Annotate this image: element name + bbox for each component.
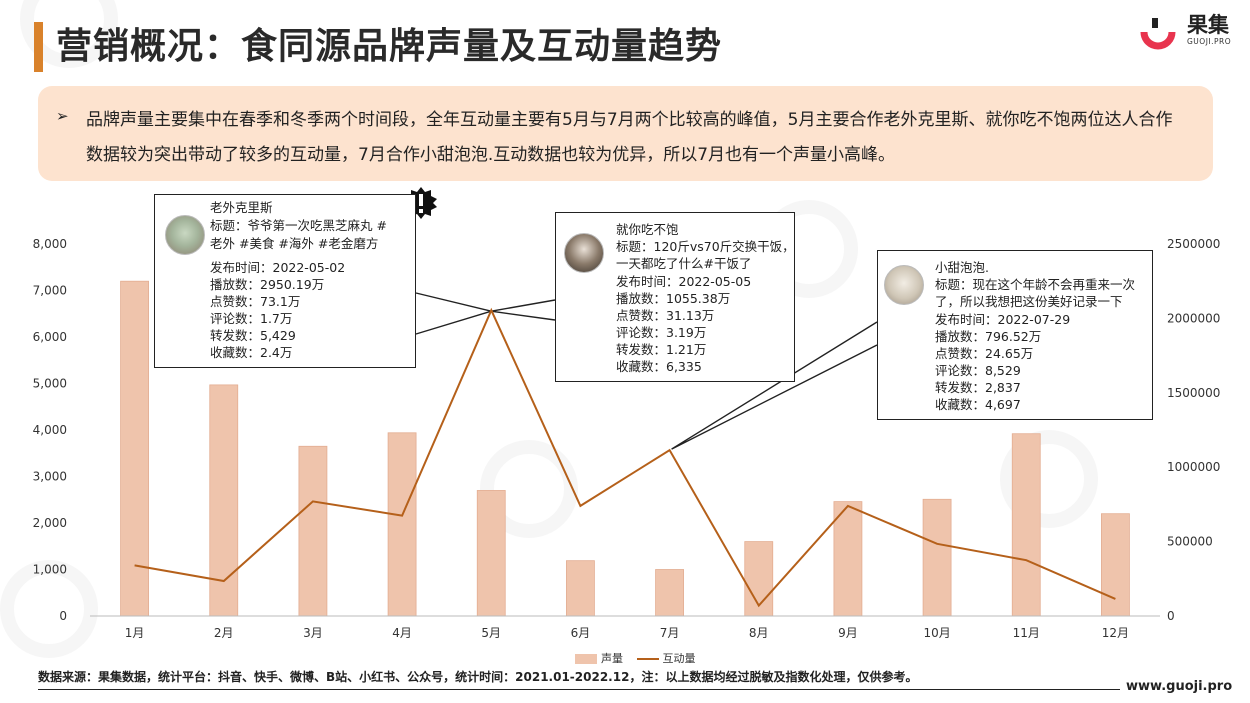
callout-pointer [671,321,878,450]
callout-line: 一天都吃了什么#干饭了 [616,256,752,271]
legend-swatch-line [636,658,659,660]
callout-pointer [415,292,494,335]
x-tick-label: 5月 [481,626,501,640]
callout-pointer [491,299,556,321]
bar [1011,433,1041,617]
summary-text: 品牌声量主要集中在春季和冬季两个时间段，全年互动量主要有5月与7月两个比较高的峰… [86,110,1173,165]
guoji-logo-icon [1140,18,1176,50]
y-right-tick-label: 0 [1167,609,1175,623]
y-right-tick-label: 1500000 [1167,386,1220,400]
y-axis-right: 0 500000 1000000 1500000 2000000 2500000 [1167,237,1220,623]
callout-card: 就你吃不饱 标题：120斤vs70斤交换干饭， 一天都吃了什么#干饭了 发布时间… [555,212,795,382]
y-left-tick-label: 2,000 [33,516,67,530]
x-tick-label: 6月 [571,626,591,640]
callout-line: 收藏数：4,697 [935,397,1021,412]
logo-subtext: GUOJI.PRO [1187,37,1232,46]
x-tick-label: 9月 [838,626,858,640]
bar [209,384,239,617]
chart-legend: 声量 互动量 [575,650,696,666]
callout-line: 点赞数：73.1万 [210,294,301,309]
y-right-tick-label: 1000000 [1167,460,1220,474]
callout-line: 收藏数：6,335 [616,359,702,374]
data-source-note: 数据来源：果集数据，统计平台：抖音、快手、微博、B站、小红书、公众号，统计时间：… [38,670,918,684]
footer-url: www.guoji.pro [1126,679,1233,694]
callout-line: 发布时间：2022-07-29 [935,312,1071,327]
bar [566,560,595,617]
legend-label: 互动量 [662,652,696,665]
callout-name: 小甜泡泡. [935,260,989,275]
y-right-tick-label: 500000 [1167,535,1213,549]
callout-line: 评论数：1.7万 [210,311,293,326]
y-left-tick-label: 5,000 [33,377,67,391]
logo-text: 果集 [1187,13,1229,37]
avatar [884,265,924,305]
callout-line: 播放数：1055.38万 [616,291,731,306]
bar [120,280,149,617]
summary-box [38,86,1213,181]
y-right-tick-label: 2500000 [1167,237,1220,251]
callout-line: 老外 #美食 #海外 #老金磨方 [210,236,379,251]
callout-line: 播放数：2950.19万 [210,277,325,292]
x-tick-label: 10月 [923,626,950,640]
bar [655,569,684,617]
callout-card: 老外克里斯 标题：爷爷第一次吃黑芝麻丸 # 老外 #美食 #海外 #老金磨方 发… [154,194,416,368]
callout-card: 小甜泡泡. 标题：现在这个年龄不会再重来一次 了，所以我想把这份美好记录一下 发… [877,250,1153,420]
x-tick-label: 7月 [660,626,680,640]
x-tick-label: 3月 [303,626,323,640]
x-tick-label: 1月 [125,626,145,640]
bar [476,490,506,617]
legend-swatch-bar [575,654,597,664]
callout-line: 转发数：2,837 [935,380,1021,395]
callout-line: 了，所以我想把这份美好记录一下 [935,294,1123,309]
y-right-tick-label: 2000000 [1167,311,1220,325]
x-tick-label: 4月 [392,626,412,640]
callout-line: 评论数：3.19万 [616,325,707,340]
x-tick-label: 12月 [1102,626,1129,640]
y-left-tick-label: 0 [59,609,67,623]
bar [922,498,952,617]
callout-line: 标题：爷爷第一次吃黑芝麻丸 # [210,218,387,233]
line-series [134,307,1116,608]
avatar [165,215,205,255]
footer-divider [38,689,1120,690]
y-left-tick-label: 4,000 [33,423,67,437]
arrow-bullet-icon: ➢ [56,107,69,125]
callout-line: 点赞数：24.65万 [935,346,1034,361]
bar [387,432,417,617]
callout-line: 收藏数：2.4万 [210,345,293,360]
y-axis-left: 0 1,000 2,000 3,000 4,000 5,000 6,000 7,000 8,00… [33,237,67,623]
x-tick-label: 8月 [749,626,769,640]
page-title: 营销概况：食同源品牌声量及互动量趋势 [56,26,723,67]
x-axis: 1月 2月 3月 4月 5月 6月 7月 8月 9月 10月 11月 12月 [90,615,1160,640]
title-accent-bar [34,22,43,72]
callout-line: 转发数：1.21万 [616,342,707,357]
callout-line: 播放数：796.52万 [935,329,1042,344]
callout-name: 就你吃不饱 [616,222,679,237]
y-left-tick-label: 7,000 [33,284,67,298]
y-left-tick-label: 3,000 [33,470,67,484]
callout-line: 发布时间：2022-05-02 [210,260,346,275]
callout-name: 老外克里斯 [210,200,273,215]
bar [1101,513,1130,617]
callout-line: 标题：现在这个年龄不会再重来一次 [935,277,1136,292]
bar [298,445,328,617]
y-left-tick-label: 6,000 [33,330,67,344]
y-left-tick-label: 1,000 [33,563,67,577]
x-tick-label: 11月 [1013,626,1040,640]
avatar [564,233,604,273]
x-tick-label: 2月 [214,626,234,640]
y-left-tick-label: 8,000 [33,237,67,251]
callout-line: 评论数：8,529 [935,363,1021,378]
legend-label: 声量 [601,652,623,665]
callout-line: 发布时间：2022-05-05 [616,274,752,289]
callout-line: 标题：120斤vs70斤交换干饭， [616,239,795,254]
callout-line: 转发数：5,429 [210,328,296,343]
bar [833,501,863,617]
callout-line: 点赞数：31.13万 [616,308,715,323]
interaction-line [134,307,1116,608]
